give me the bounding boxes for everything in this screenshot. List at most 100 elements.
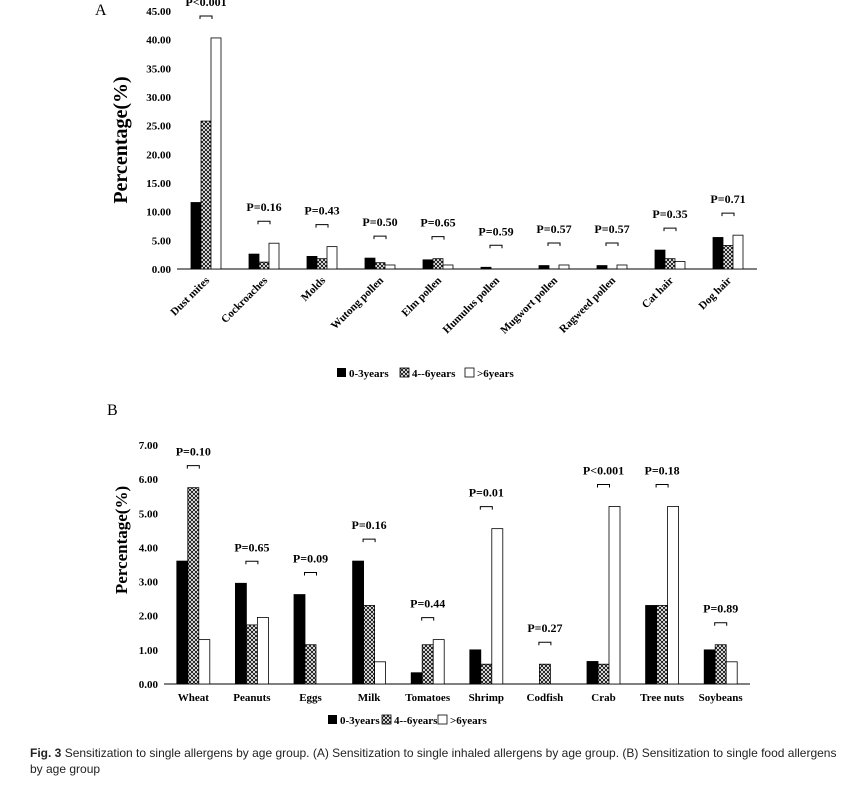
legend-swatch-6plus-years — [437, 714, 448, 725]
bar-soybeans-4-6years — [714, 644, 727, 685]
x-category-label: Crab — [591, 692, 615, 704]
y-axis-label-a: Percentage(%) — [110, 76, 132, 203]
bar-wutong-pollen-0-3years — [364, 257, 376, 270]
x-category-label: Soybeans — [699, 692, 744, 704]
bar-dust-mites-4-6years — [200, 120, 212, 270]
x-category-label: Peanuts — [233, 692, 271, 704]
bar-ragweed-pollen-0-3years — [596, 265, 608, 270]
bar-eggs-0-3years — [293, 594, 306, 685]
figure-label: Fig. 3 — [30, 746, 62, 760]
bar-cockroaches-6plus-years — [268, 242, 280, 270]
legend-swatch-6plus-years — [464, 367, 475, 378]
bar-milk-4-6years — [363, 605, 376, 685]
figure-caption: Fig. 3 Sensitization to single allergens… — [30, 745, 840, 777]
p-value-label: P=0.44 — [410, 597, 445, 611]
x-category-label: Cat hair — [640, 275, 676, 311]
bar-mugwort-pollen-0-3years — [538, 265, 550, 270]
bar-milk-0-3years — [352, 560, 365, 685]
y-tick-label: 0.00 — [152, 264, 172, 276]
bar-cat-hair-4-6years — [664, 258, 676, 270]
y-tick-label: 30.00 — [146, 92, 171, 104]
bar-molds-4-6years — [316, 258, 328, 270]
bar-tomatoes-6plus-years — [432, 639, 445, 685]
x-category-label: Wheat — [178, 692, 210, 704]
p-value-label: P=0.27 — [527, 621, 562, 635]
significance-bracket — [186, 465, 200, 469]
significance-bracket — [421, 617, 435, 621]
significance-bracket — [373, 235, 387, 240]
significance-bracket — [362, 538, 376, 543]
bar-shrimp-4-6years — [480, 663, 493, 685]
x-category-label: Cockroaches — [219, 274, 271, 326]
y-tick-label: 15.00 — [146, 178, 171, 190]
p-value-label: P=0.59 — [478, 224, 513, 238]
p-value-label: P=0.50 — [362, 215, 397, 229]
bar-tomatoes-0-3years — [410, 672, 423, 685]
bar-peanuts-6plus-years — [256, 617, 269, 685]
significance-bracket — [245, 560, 259, 565]
significance-bracket — [655, 483, 669, 488]
x-category-label: Eggs — [299, 692, 322, 704]
bar-dust-mites-6plus-years — [210, 37, 222, 270]
legend-label-0-3years: 0-3years — [349, 368, 389, 380]
significance-bracket — [304, 572, 317, 576]
x-category-label: Mugwort pollen — [498, 275, 560, 337]
bar-wutong-pollen-4-6years — [374, 262, 386, 270]
y-tick-label: 10.00 — [146, 207, 171, 219]
significance-bracket — [714, 622, 728, 626]
legend-swatch-4-6years — [381, 714, 392, 725]
x-category-label: Wutong pollen — [329, 275, 386, 332]
bar-elm-pollen-4-6years — [432, 258, 444, 270]
y-tick-label: 4.00 — [139, 542, 159, 554]
p-value-label: P=0.43 — [304, 204, 339, 218]
y-tick-label: 3.00 — [139, 577, 159, 589]
x-category-label: Dog hair — [696, 275, 734, 313]
bar-peanuts-0-3years — [234, 582, 247, 685]
chart-food-allergens: 0.00 1.00 2.00 3.00 4.00 5.00 6.00 7.00 Wheat P=0… — [139, 440, 750, 704]
legend-b: 0-3years 4--6years >6years — [328, 714, 488, 727]
significance-bracket — [479, 506, 493, 510]
bar-dog-hair-0-3years — [712, 237, 724, 270]
x-category-label: Elm pollen — [400, 275, 445, 320]
bar-soybeans-0-3years — [703, 649, 716, 685]
significance-bracket — [547, 242, 561, 246]
legend-swatch-0-3years — [328, 715, 337, 724]
y-tick-label: 2.00 — [139, 611, 159, 623]
bar-dust-mites-0-3years — [190, 202, 202, 270]
bar-crab-0-3years — [586, 661, 599, 685]
bar-shrimp-0-3years — [469, 649, 482, 685]
y-tick-label: 5.00 — [139, 508, 159, 520]
p-value-label: P=0.71 — [710, 192, 745, 206]
legend-swatch-0-3years — [337, 368, 346, 377]
p-value-label: P=0.89 — [703, 602, 738, 616]
bar-tree-nuts-6plus-years — [667, 506, 679, 685]
y-tick-label: 40.00 — [146, 35, 171, 47]
x-category-label: Molds — [299, 274, 329, 304]
y-tick-label: 7.00 — [139, 440, 159, 452]
bar-peanuts-4-6years — [245, 624, 258, 685]
legend-swatch-4-6years — [399, 367, 410, 378]
significance-bracket — [257, 220, 271, 225]
p-value-label: P=0.01 — [469, 486, 504, 500]
significance-bracket — [597, 483, 610, 488]
bar-humulus-pollen-0-3years — [480, 266, 492, 270]
bar-crab-4-6years — [597, 663, 610, 685]
bar-cat-hair-6plus-years — [674, 261, 686, 270]
significance-bracket — [663, 227, 677, 232]
legend-label-6plus-years: >6years — [477, 368, 515, 380]
y-tick-label: 5.00 — [152, 235, 172, 247]
bar-shrimp-6plus-years — [491, 528, 504, 685]
bar-cat-hair-0-3years — [654, 249, 666, 270]
p-value-label: P<0.001 — [583, 463, 624, 477]
panel-letter-b: B — [107, 402, 118, 419]
bar-tomatoes-4-6years — [421, 644, 434, 685]
bar-dog-hair-6plus-years — [732, 234, 744, 270]
bar-crab-6plus-years — [608, 506, 621, 685]
bar-elm-pollen-6plus-years — [442, 264, 454, 270]
significance-bracket — [431, 236, 445, 240]
x-category-label: Milk — [358, 692, 381, 704]
bar-wutong-pollen-6plus-years — [384, 264, 396, 270]
y-tick-label: 1.00 — [139, 645, 159, 657]
p-value-label: P<0.001 — [185, 0, 226, 9]
